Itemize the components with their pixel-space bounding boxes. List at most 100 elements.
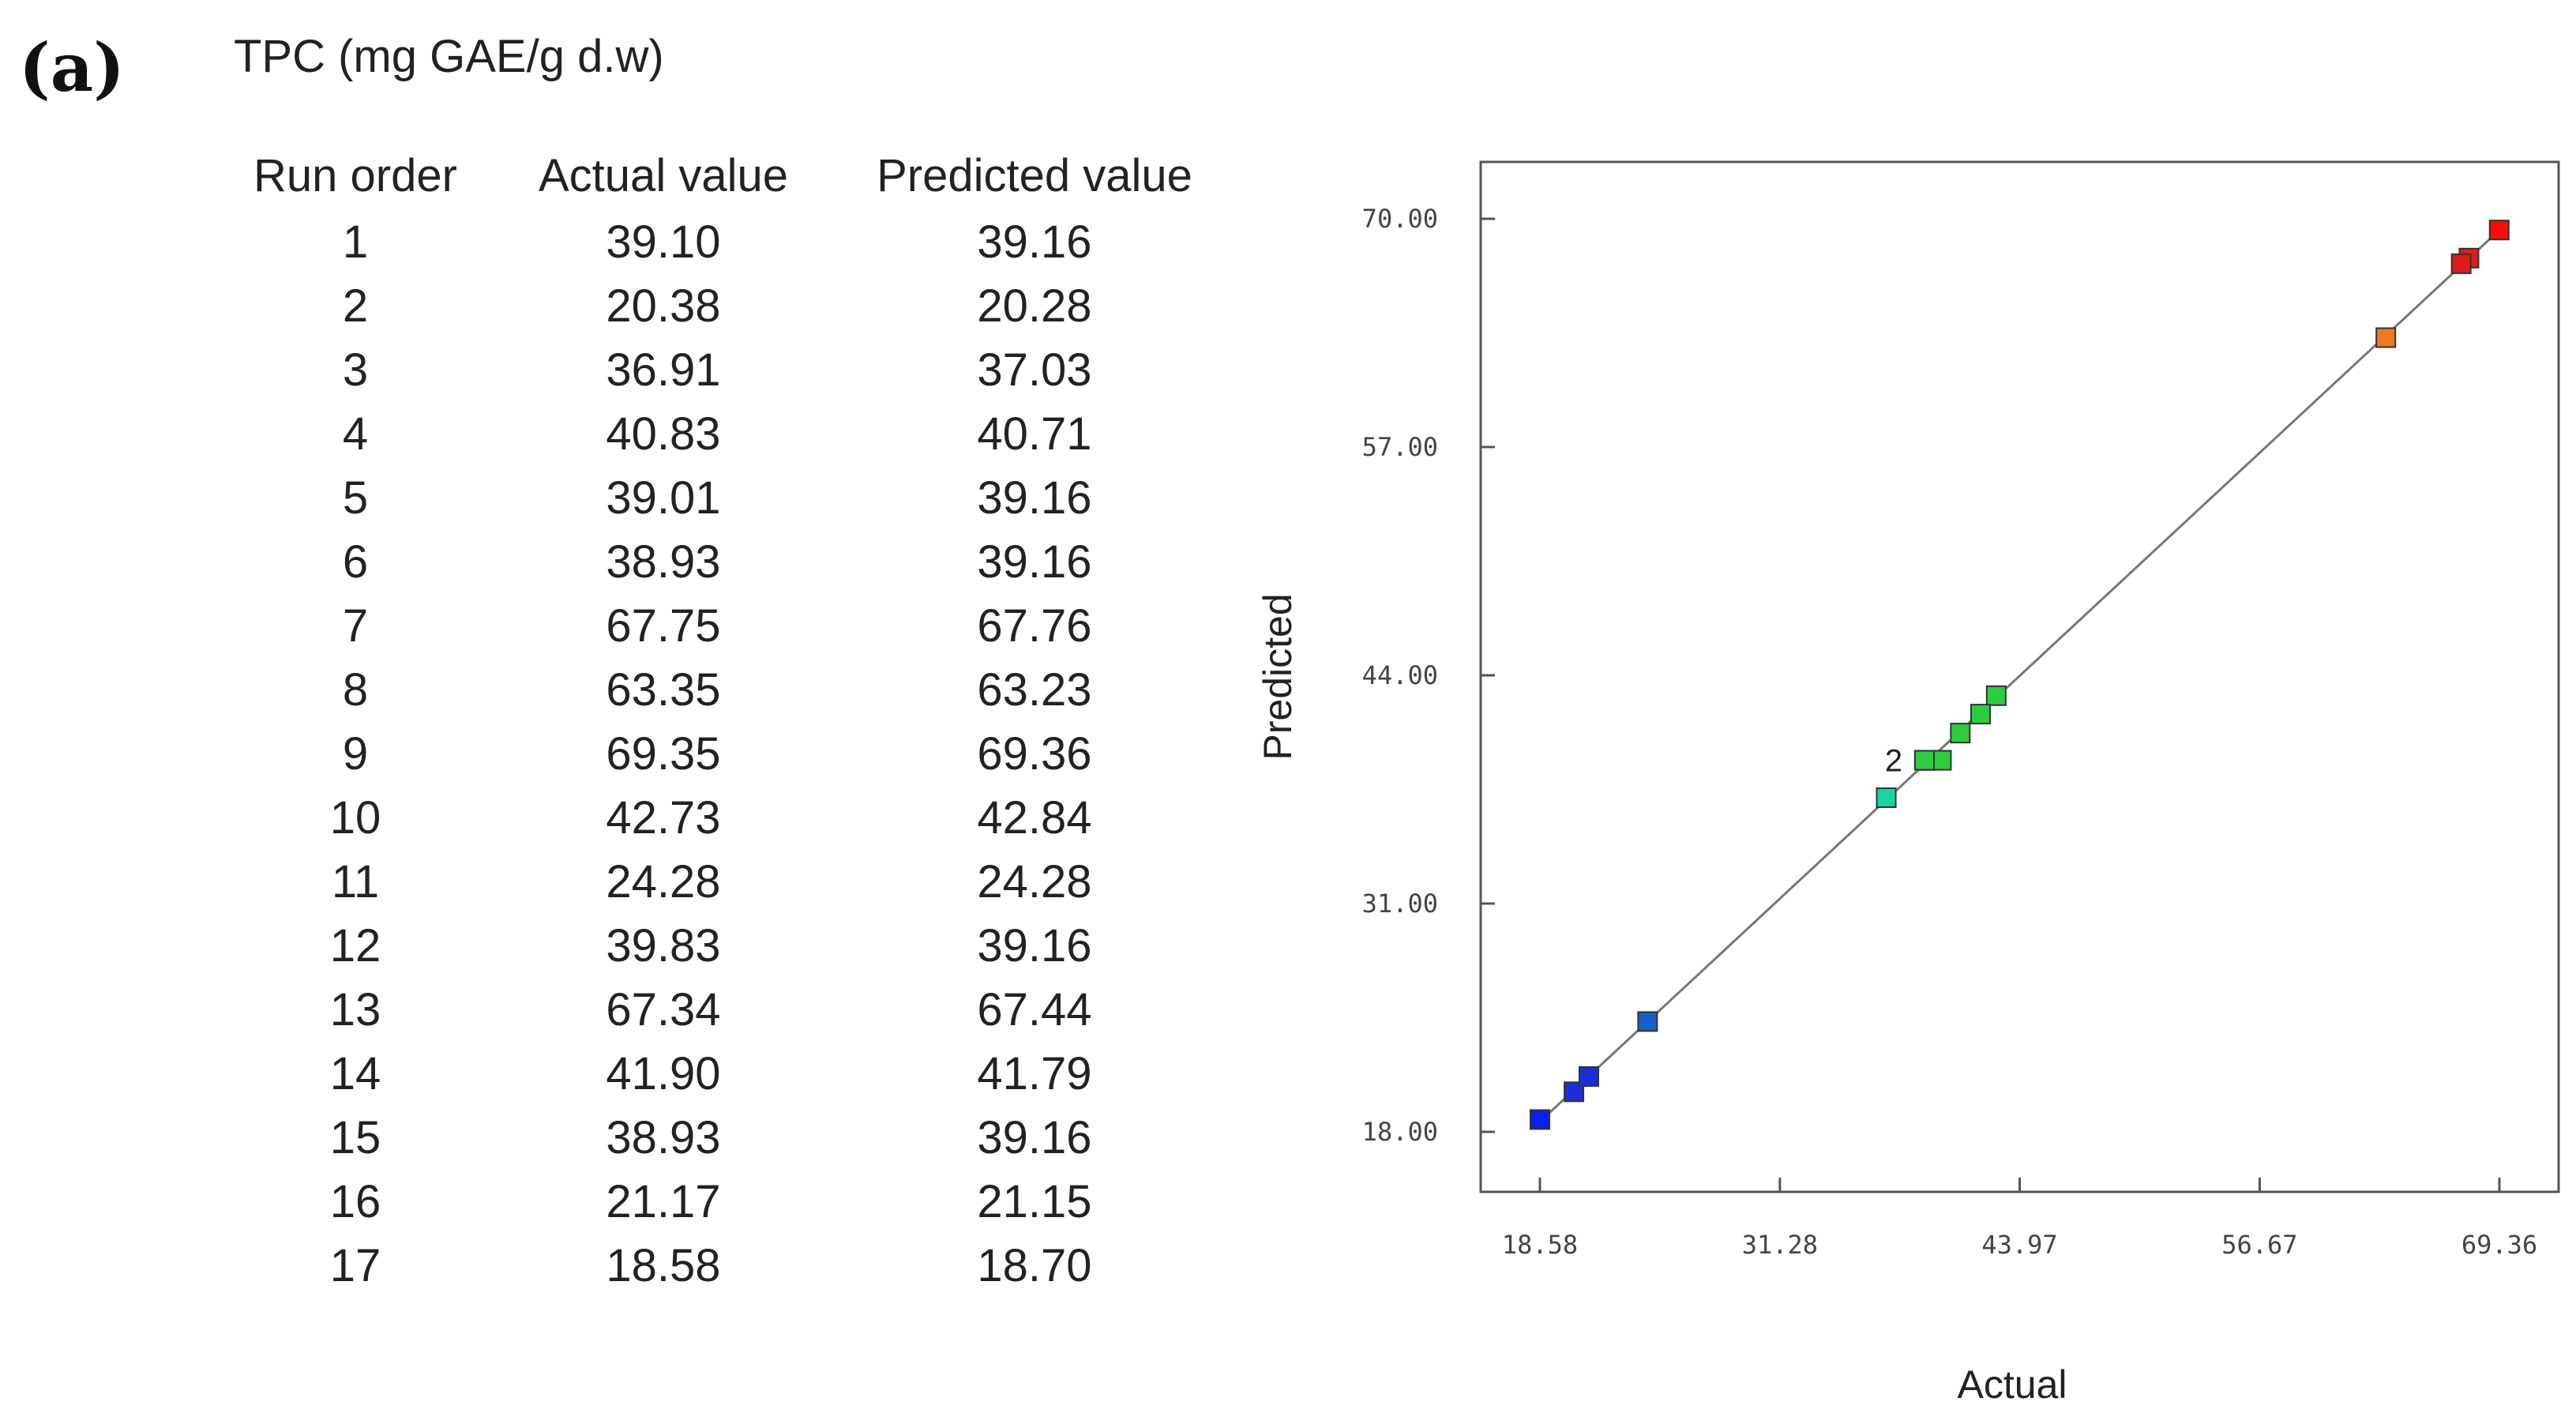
table-row: 16 21.17 21.15 — [213, 1170, 1240, 1234]
cell-actual-value: 40.83 — [606, 408, 721, 460]
table-row: 13 67.34 67.44 — [213, 978, 1240, 1042]
point-annotations: 2 — [1885, 744, 1902, 779]
cell-predicted-value: 42.84 — [977, 792, 1092, 844]
cell-run-order: 17 — [329, 1240, 381, 1291]
cell-actual-value: 39.10 — [606, 216, 721, 268]
table-row: 3 36.91 37.03 — [213, 338, 1240, 402]
cell-run-order: 15 — [329, 1112, 381, 1163]
cell-predicted-value: 69.36 — [977, 728, 1092, 780]
cell-predicted-value: 24.28 — [977, 856, 1092, 908]
cell-actual-value: 38.93 — [606, 1112, 721, 1163]
x-tick-label: 69.36 — [2461, 1230, 2537, 1260]
panel-label: (a) — [19, 28, 125, 107]
cell-run-order: 12 — [329, 920, 381, 971]
data-table: Run order Actual value Predicted value 1… — [213, 141, 1240, 1298]
table-title: TPC (mg GAE/g d.w) — [234, 31, 664, 82]
table-row: 6 38.93 39.16 — [213, 530, 1240, 594]
cell-run-order: 6 — [342, 536, 369, 588]
reference-line — [1538, 229, 2501, 1123]
data-point — [1970, 704, 1991, 725]
data-point — [1876, 787, 1897, 808]
header-run-order: Run order — [253, 149, 457, 201]
header-actual-value: Actual value — [539, 149, 788, 201]
cell-predicted-value: 39.16 — [977, 536, 1092, 588]
table-body: 1 39.10 39.16 2 20.38 20.28 3 36.91 37.03 4 40.83 4… — [213, 210, 1240, 1298]
cell-predicted-value: 67.76 — [977, 600, 1092, 652]
cell-run-order: 1 — [342, 216, 369, 268]
cell-actual-value: 36.91 — [606, 344, 721, 396]
data-point — [2488, 220, 2510, 241]
cell-predicted-value: 63.23 — [977, 664, 1092, 716]
cell-actual-value: 24.28 — [606, 856, 721, 908]
cell-run-order: 11 — [331, 856, 380, 908]
cell-actual-value: 21.17 — [606, 1176, 721, 1227]
cell-predicted-value: 40.71 — [977, 408, 1092, 460]
cell-run-order: 8 — [342, 664, 369, 716]
cell-predicted-value: 67.44 — [977, 984, 1092, 1035]
cell-run-order: 2 — [342, 280, 369, 332]
x-tick-label: 18.58 — [1502, 1230, 1578, 1260]
table-row: 7 67.75 67.76 — [213, 594, 1240, 658]
table-row: 2 20.38 20.28 — [213, 274, 1240, 338]
cell-actual-value: 42.73 — [606, 792, 721, 844]
table-row: 15 38.93 39.16 — [213, 1106, 1240, 1170]
table-row: 14 41.90 41.79 — [213, 1042, 1240, 1106]
table-row: 10 42.73 42.84 — [213, 786, 1240, 850]
cell-predicted-value: 20.28 — [977, 280, 1092, 332]
y-tick-label: 31.00 — [1362, 889, 1438, 919]
cell-predicted-value: 39.16 — [977, 472, 1092, 524]
cell-run-order: 7 — [342, 600, 369, 652]
cell-actual-value: 41.90 — [606, 1048, 721, 1099]
data-point — [1637, 1011, 1658, 1032]
data-point — [1950, 723, 1971, 744]
cell-actual-value: 69.35 — [606, 728, 721, 780]
cell-run-order: 3 — [342, 344, 369, 396]
data-point — [2450, 253, 2472, 274]
cell-actual-value: 63.35 — [606, 664, 721, 716]
cell-actual-value: 18.58 — [606, 1240, 721, 1291]
cell-actual-value: 38.93 — [606, 536, 721, 588]
cell-predicted-value: 39.16 — [977, 1112, 1092, 1163]
cell-run-order: 13 — [329, 984, 381, 1035]
cell-actual-value: 67.75 — [606, 600, 721, 652]
cell-run-order: 5 — [342, 472, 369, 524]
data-points — [1530, 220, 2510, 1130]
cell-actual-value: 20.38 — [606, 280, 721, 332]
table-row: 5 39.01 39.16 — [213, 466, 1240, 530]
point-count-label: 2 — [1885, 744, 1902, 779]
table-row: 1 39.10 39.16 — [213, 210, 1240, 274]
cell-predicted-value: 39.16 — [977, 216, 1092, 268]
cell-actual-value: 67.34 — [606, 984, 721, 1035]
cell-predicted-value: 18.70 — [977, 1240, 1092, 1291]
cell-predicted-value: 41.79 — [977, 1048, 1092, 1099]
cell-run-order: 10 — [329, 792, 381, 844]
cell-run-order: 4 — [342, 408, 369, 460]
x-tick-label: 43.97 — [1981, 1230, 2057, 1260]
cell-predicted-value: 21.15 — [977, 1176, 1092, 1227]
data-point — [1913, 750, 1935, 771]
cell-actual-value: 39.83 — [606, 920, 721, 971]
cell-actual-value: 39.01 — [606, 472, 721, 524]
table-row: 8 63.35 63.23 — [213, 658, 1240, 722]
data-point — [1578, 1065, 1599, 1087]
y-tick-label: 44.00 — [1362, 660, 1438, 690]
y-tick-label: 70.00 — [1362, 204, 1438, 234]
cell-predicted-value: 39.16 — [977, 920, 1092, 971]
header-predicted-value: Predicted value — [877, 149, 1192, 201]
data-point — [1530, 1109, 1550, 1130]
data-point — [1985, 685, 2007, 706]
cell-predicted-value: 37.03 — [977, 344, 1092, 396]
table-row: 12 39.83 39.16 — [213, 914, 1240, 978]
y-tick-label: 57.00 — [1362, 432, 1438, 462]
cell-run-order: 9 — [342, 728, 369, 780]
x-axis-title: Actual — [1958, 1362, 2067, 1407]
y-axis: 18.00 31.00 44.00 57.00 70.00 — [1362, 204, 1495, 1147]
data-point — [1931, 750, 1952, 771]
cell-run-order: 16 — [329, 1176, 381, 1227]
y-axis-title: Predicted — [1256, 593, 1300, 760]
table-header-row: Run order Actual value Predicted value — [213, 141, 1240, 210]
table-row: 4 40.83 40.71 — [213, 402, 1240, 466]
x-tick-label: 31.28 — [1742, 1230, 1818, 1260]
x-tick-label: 56.67 — [2221, 1230, 2297, 1260]
